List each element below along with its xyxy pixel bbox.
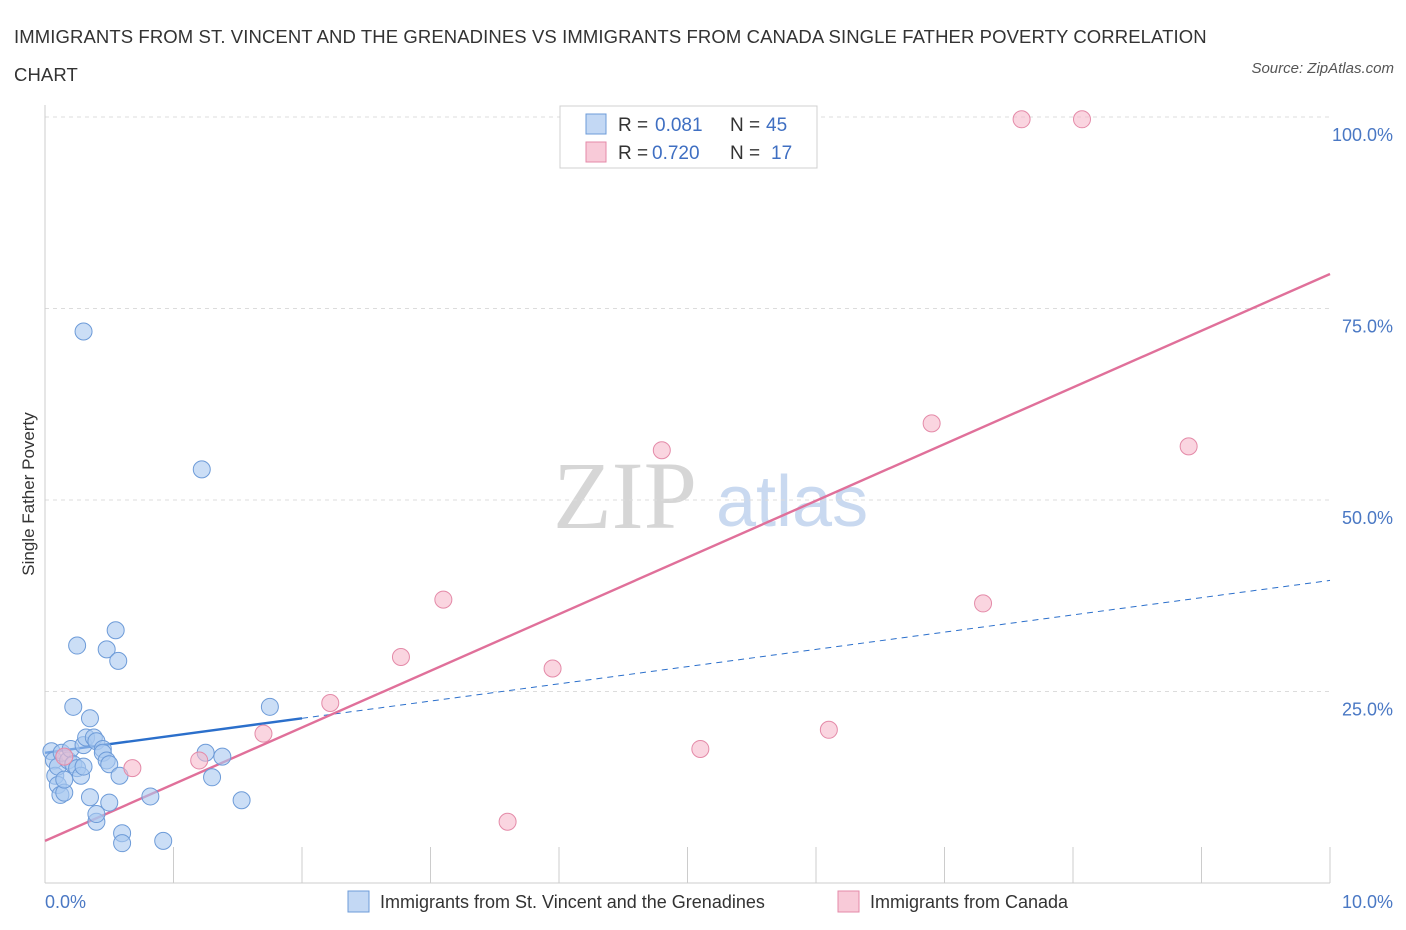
source-credit: Source: ZipAtlas.com bbox=[1251, 60, 1394, 77]
trend-line-series-1 bbox=[44, 272, 1331, 842]
data-point-series-1-3 bbox=[254, 724, 273, 743]
series-legend-label-blue: Immigrants from St. Vincent and the Gren… bbox=[380, 892, 765, 912]
data-point-series-1-14 bbox=[1012, 110, 1031, 129]
data-point-series-0-44 bbox=[260, 697, 279, 716]
legend-r-value-blue: 0.081 bbox=[655, 115, 703, 136]
data-point-series-0-23 bbox=[87, 805, 106, 824]
y-tick-label-2: 75.0% bbox=[1342, 317, 1393, 337]
legend-swatch-pink bbox=[585, 141, 607, 163]
data-point-series-1-5 bbox=[391, 648, 410, 667]
data-point-series-0-19 bbox=[80, 788, 99, 807]
y-axis-label: Single Father Poverty bbox=[19, 412, 38, 576]
y-tick-label-3: 100.0% bbox=[1332, 125, 1393, 145]
data-point-series-1-4 bbox=[321, 693, 340, 712]
trend-line-dashed-series-0 bbox=[301, 579, 1331, 719]
legend-n-label-pink: N = bbox=[730, 143, 760, 164]
data-point-series-0-41 bbox=[203, 768, 222, 787]
legend-swatch-blue bbox=[585, 113, 607, 135]
data-point-series-0-24 bbox=[80, 709, 99, 728]
data-point-series-1-6 bbox=[434, 590, 453, 609]
x-tick-label-0: 0.0% bbox=[45, 892, 86, 912]
data-point-series-1-10 bbox=[691, 739, 710, 758]
data-point-series-1-1 bbox=[123, 759, 142, 778]
series-legend-swatch-pink bbox=[837, 890, 860, 913]
data-point-series-0-29 bbox=[97, 640, 116, 659]
grid-lines bbox=[45, 116, 1330, 692]
series-legend-label-pink: Immigrants from Canada bbox=[870, 892, 1069, 912]
data-point-series-0-12 bbox=[64, 697, 83, 716]
data-point-series-0-42 bbox=[213, 747, 232, 766]
legend-r-label-pink: R = bbox=[618, 143, 648, 164]
data-point-series-1-8 bbox=[543, 659, 562, 678]
data-point-series-0-32 bbox=[106, 621, 125, 640]
y-tick-label-0: 25.0% bbox=[1342, 700, 1393, 720]
data-point-series-1-16 bbox=[1179, 437, 1198, 456]
data-point-series-0-36 bbox=[113, 834, 132, 853]
data-point-series-0-17 bbox=[74, 757, 93, 776]
x-tick-labels: 0.0% 10.0% bbox=[45, 892, 1393, 912]
data-point-series-1-9 bbox=[652, 441, 671, 460]
data-point-series-1-2 bbox=[190, 751, 209, 770]
data-point-series-0-14 bbox=[68, 636, 87, 655]
data-point-series-0-38 bbox=[154, 831, 173, 850]
axes bbox=[44, 105, 1331, 884]
data-point-series-0-43 bbox=[232, 791, 251, 810]
data-point-series-0-31 bbox=[100, 793, 119, 812]
data-point-series-1-13 bbox=[974, 594, 993, 613]
legend-n-value-pink: 17 bbox=[771, 143, 792, 164]
data-point-series-0-39 bbox=[192, 460, 211, 479]
series-legend-swatch-blue bbox=[347, 890, 370, 913]
trend-lines bbox=[44, 272, 1331, 842]
data-point-series-1-7 bbox=[498, 812, 517, 831]
legend-r-label-blue: R = bbox=[618, 115, 648, 136]
series-legend: Immigrants from St. Vincent and the Gren… bbox=[347, 890, 1069, 913]
data-point-series-1-11 bbox=[819, 720, 838, 739]
data-point-series-0-30 bbox=[100, 755, 119, 774]
data-point-series-1-12 bbox=[922, 414, 941, 433]
data-point-series-1-15 bbox=[1072, 110, 1091, 129]
data-points bbox=[42, 110, 1198, 853]
legend-n-label-blue: N = bbox=[730, 115, 760, 136]
data-point-series-1-0 bbox=[55, 747, 74, 766]
y-tick-labels: 25.0% 50.0% 75.0% 100.0% bbox=[1332, 125, 1393, 720]
legend-r-value-pink: 0.720 bbox=[652, 143, 700, 164]
data-point-series-0-33 bbox=[109, 651, 128, 670]
data-point-series-0-20 bbox=[74, 322, 93, 341]
correlation-legend: R = 0.081 N = 45 R = 0.720 N = 17 bbox=[559, 105, 818, 169]
watermark-zip: ZIP bbox=[553, 442, 697, 549]
x-tick-label-1: 10.0% bbox=[1342, 892, 1393, 912]
watermark-atlas: atlas bbox=[716, 462, 868, 542]
y-tick-label-1: 50.0% bbox=[1342, 508, 1393, 528]
legend-n-value-blue: 45 bbox=[766, 115, 787, 136]
data-point-series-0-37 bbox=[141, 787, 160, 806]
chart-title: IMMIGRANTS FROM ST. VINCENT AND THE GREN… bbox=[14, 26, 1207, 85]
data-point-series-0-8 bbox=[55, 770, 74, 789]
